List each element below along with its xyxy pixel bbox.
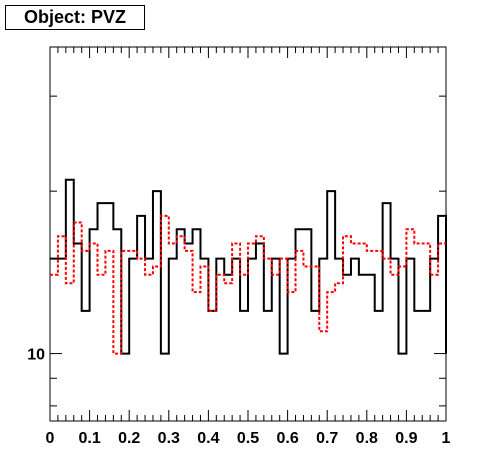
chart-title: Object: PVZ: [23, 7, 126, 27]
series-line-2: [50, 214, 446, 355]
x-tick-label: 0.7: [316, 430, 338, 447]
x-tick-label: 1: [442, 430, 451, 447]
x-tick-label: 0.5: [237, 430, 259, 447]
y-tick-label: 10: [27, 347, 45, 364]
x-tick-label: 0.2: [118, 430, 140, 447]
x-tick-label: 0.8: [356, 430, 378, 447]
x-tick-label: 0: [46, 430, 55, 447]
series-layer: [50, 178, 447, 355]
x-axis-tick-labels: 0 0.1 0.2 0.3 0.4 0.5 0.6 0.7 0.8 0.9 1: [46, 430, 451, 447]
x-tick-label: 0.1: [78, 430, 100, 447]
x-axis-ticks: [49, 47, 447, 421]
y-axis-ticks: [50, 95, 446, 407]
x-tick-label: 0.4: [197, 430, 219, 447]
y-axis-tick-labels: 10: [27, 347, 45, 364]
chart-title-box: Object: PVZ: [5, 5, 145, 30]
x-tick-label: 0.6: [276, 430, 298, 447]
plot-frame: [49, 46, 447, 422]
x-tick-label: 0.3: [158, 430, 180, 447]
x-tick-label: 0.9: [395, 430, 417, 447]
